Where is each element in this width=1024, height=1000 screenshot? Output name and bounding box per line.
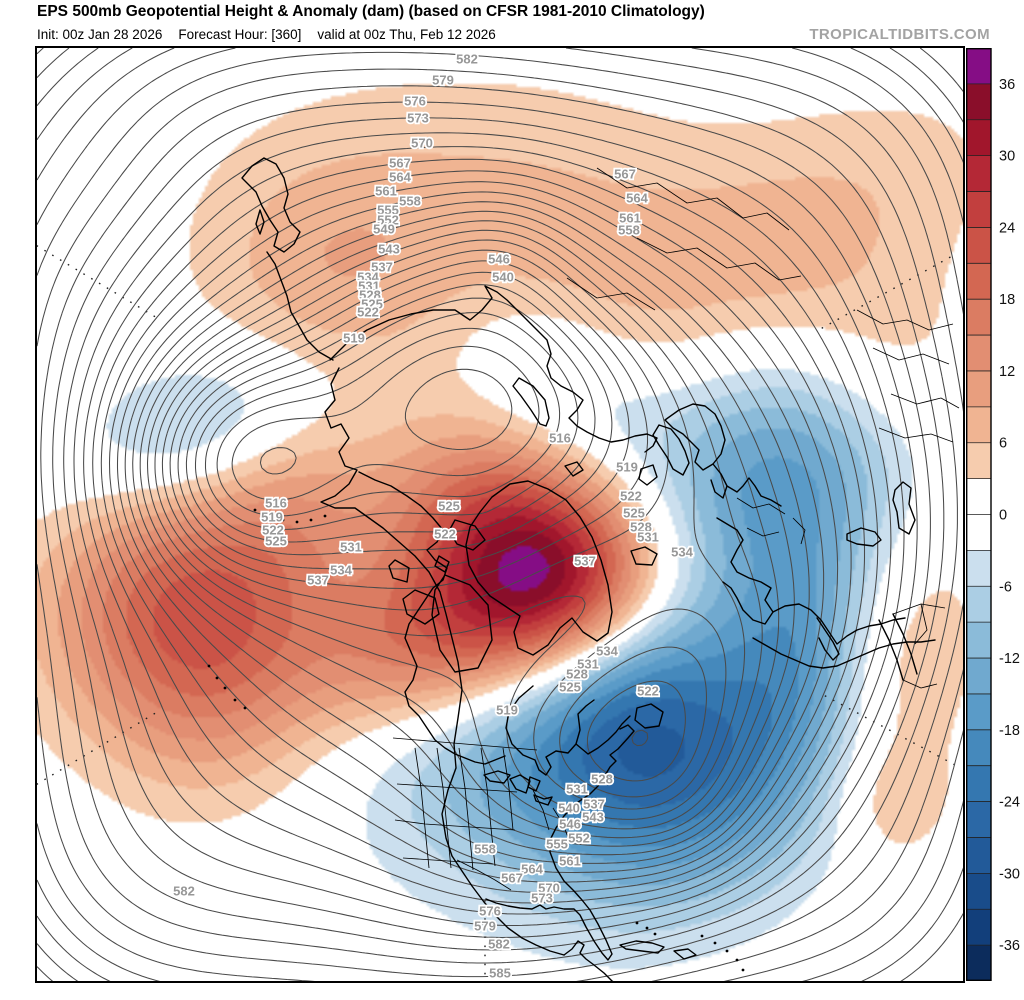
svg-text:564: 564 [521, 862, 543, 877]
svg-text:-6: -6 [999, 579, 1012, 595]
svg-text:552: 552 [568, 831, 590, 846]
svg-text:561: 561 [559, 854, 581, 869]
svg-text:567: 567 [389, 156, 411, 171]
svg-text:528: 528 [591, 772, 613, 787]
svg-text:564: 564 [626, 191, 648, 206]
svg-text:537: 537 [574, 554, 596, 569]
svg-text:522: 522 [620, 489, 642, 504]
svg-text:573: 573 [531, 891, 553, 906]
chart-subtitle-row: Init: 00z Jan 28 2026 Forecast Hour: [360… [37, 26, 990, 43]
svg-text:534: 534 [357, 270, 379, 285]
colorbar: 36 30 24 18 12 6 0 -6 -12 -18 -24 -30 -36 [965, 47, 1024, 986]
svg-text:531: 531 [340, 540, 362, 555]
svg-text:540: 540 [492, 270, 514, 285]
svg-text:534: 534 [330, 563, 352, 578]
anomaly-shading-layer [37, 48, 963, 981]
svg-text:558: 558 [474, 842, 496, 857]
svg-text:516: 516 [549, 431, 571, 446]
svg-text:-30: -30 [999, 866, 1020, 882]
svg-text:585: 585 [489, 966, 511, 981]
svg-text:564: 564 [389, 170, 411, 185]
init-time: Init: 00z Jan 28 2026 [37, 27, 163, 42]
svg-text:36: 36 [999, 77, 1015, 93]
svg-text:522: 522 [637, 684, 659, 699]
svg-text:567: 567 [614, 167, 636, 182]
svg-text:531: 531 [566, 782, 588, 797]
svg-text:579: 579 [474, 919, 496, 934]
svg-text:525: 525 [438, 499, 460, 514]
svg-text:531: 531 [637, 530, 659, 545]
svg-text:522: 522 [357, 305, 379, 320]
svg-text:579: 579 [432, 73, 454, 88]
svg-text:525: 525 [559, 680, 581, 695]
site-watermark: TROPICALTIDBITS.COM [809, 26, 990, 43]
chart-title: EPS 500mb Geopotential Height & Anomaly … [37, 3, 705, 20]
svg-text:537: 537 [307, 573, 329, 588]
svg-text:12: 12 [999, 364, 1015, 380]
svg-text:561: 561 [619, 211, 641, 226]
svg-text:537: 537 [583, 797, 605, 812]
svg-text:531: 531 [577, 657, 599, 672]
svg-text:558: 558 [618, 223, 640, 238]
svg-text:522: 522 [434, 527, 456, 542]
forecast-hour: Forecast Hour: [360] [178, 27, 302, 42]
svg-text:534: 534 [671, 545, 693, 560]
svg-text:576: 576 [479, 904, 501, 919]
svg-text:519: 519 [496, 703, 518, 718]
svg-text:543: 543 [582, 810, 604, 825]
svg-text:525: 525 [623, 506, 645, 521]
svg-text:582: 582 [456, 52, 478, 67]
svg-text:-24: -24 [999, 795, 1020, 811]
svg-text:555: 555 [546, 837, 568, 852]
svg-text:555: 555 [377, 203, 399, 218]
svg-text:561: 561 [375, 184, 397, 199]
svg-text:528: 528 [566, 667, 588, 682]
svg-text:24: 24 [999, 220, 1015, 236]
svg-text:546: 546 [559, 817, 581, 832]
map-overlay-svg: 5825795765735705675645615585555525495435… [37, 48, 963, 981]
svg-text:552: 552 [377, 213, 399, 228]
svg-text:528: 528 [359, 288, 381, 303]
svg-text:582: 582 [173, 884, 195, 899]
svg-text:582: 582 [488, 937, 510, 952]
svg-text:543: 543 [378, 242, 400, 257]
run-info: Init: 00z Jan 28 2026 Forecast Hour: [360… [37, 27, 496, 42]
svg-text:519: 519 [261, 510, 283, 525]
colorbar-svg: 36 30 24 18 12 6 0 -6 -12 -18 -24 -30 -36 [965, 47, 1020, 982]
svg-text:534: 534 [596, 644, 618, 659]
svg-text:531: 531 [358, 279, 380, 294]
svg-text:558: 558 [399, 194, 421, 209]
svg-text:0: 0 [999, 508, 1007, 524]
svg-text:546: 546 [488, 252, 510, 267]
svg-text:528: 528 [630, 520, 652, 535]
svg-text:570: 570 [411, 136, 433, 151]
svg-text:525: 525 [361, 297, 383, 312]
svg-text:540: 540 [558, 801, 580, 816]
valid-time: valid at 00z Thu, Feb 12 2026 [317, 27, 496, 42]
svg-text:519: 519 [616, 460, 638, 475]
svg-text:30: 30 [999, 149, 1015, 165]
svg-text:573: 573 [407, 111, 429, 126]
svg-text:537: 537 [371, 260, 393, 275]
svg-text:516: 516 [265, 496, 287, 511]
svg-text:549: 549 [373, 222, 395, 237]
svg-text:6: 6 [999, 436, 1007, 452]
svg-text:522: 522 [262, 523, 284, 538]
svg-text:-18: -18 [999, 723, 1020, 739]
svg-text:-12: -12 [999, 651, 1020, 667]
svg-text:525: 525 [265, 534, 287, 549]
svg-text:567: 567 [501, 871, 523, 886]
svg-text:570: 570 [538, 881, 560, 896]
svg-text:519: 519 [343, 331, 365, 346]
svg-text:-36: -36 [999, 938, 1020, 954]
svg-text:576: 576 [404, 94, 426, 109]
svg-text:18: 18 [999, 292, 1015, 308]
map-frame: 582 579 576 573 570 567 564 561 558 555 552 549 543 5… [35, 46, 965, 983]
